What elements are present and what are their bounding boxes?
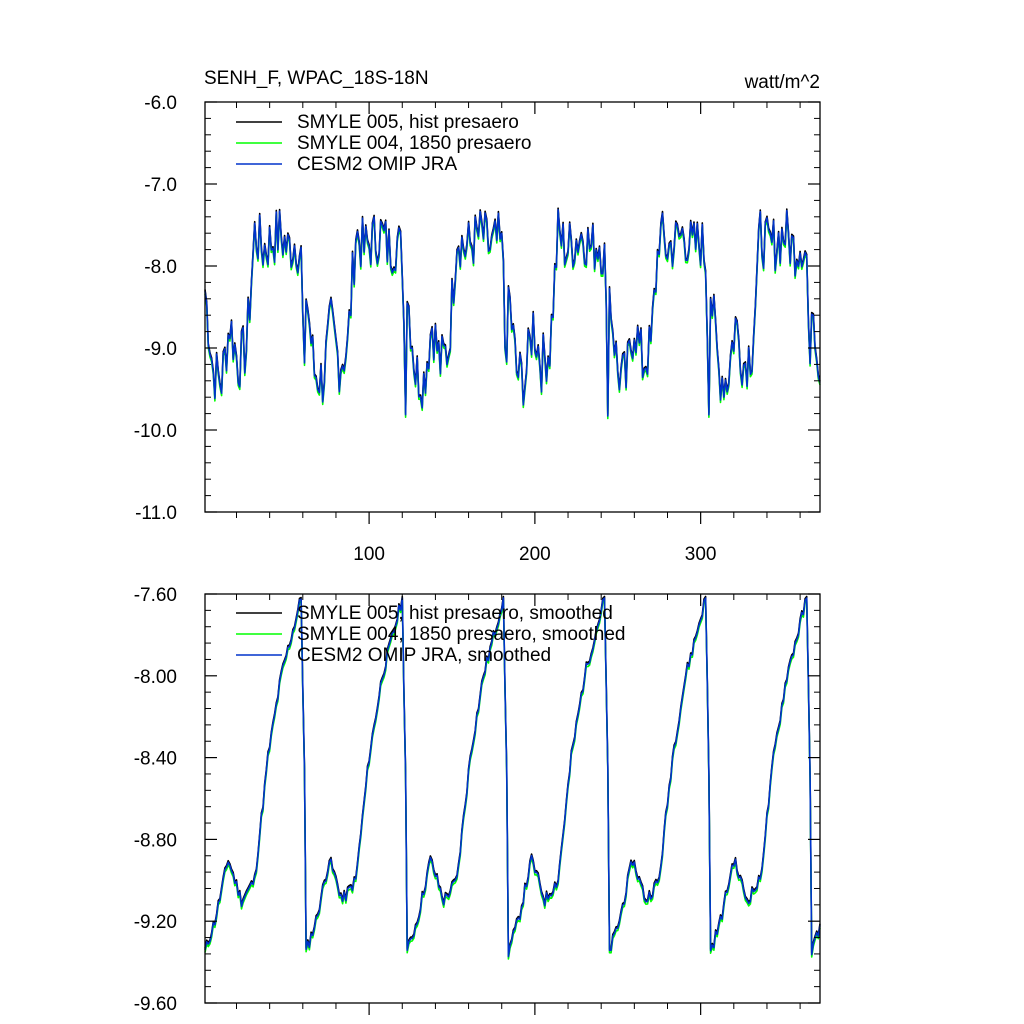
top-y-tick-label: -9.0 xyxy=(144,339,177,360)
bottom-legend-label-hist: SMYLE 005, hist presaero, smoothed xyxy=(297,603,613,624)
bottom-panel: -9.60 -9.20 -8.80 -8.40 -8.00 -7.60 SMYLE 005… xyxy=(134,585,821,1015)
top-series-line-2 xyxy=(204,209,821,417)
bottom-y-tick-label: -8.40 xyxy=(134,749,177,770)
top-legend: SMYLE 005, hist presaero SMYLE 004, 1850… xyxy=(236,112,532,175)
top-series-group xyxy=(204,207,821,420)
bottom-y-tick-label: -8.80 xyxy=(134,830,177,851)
top-y-tick-label: -7.0 xyxy=(144,175,177,196)
bottom-series-line-2 xyxy=(204,597,821,958)
bottom-y-tick-label: -7.60 xyxy=(134,585,177,606)
top-x-tick-label: 200 xyxy=(519,544,551,565)
top-axes: -11.0 -10.0 -9.0 -8.0 -7.0 -6.0 100 200 300 xyxy=(134,93,821,565)
top-x-tick-label: 100 xyxy=(353,544,385,565)
top-panel: SENH_F, WPAC_18S-18N watt/m^2 -11.0 -10.0… xyxy=(134,68,821,565)
top-legend-label-hist: SMYLE 005, hist presaero xyxy=(297,112,519,133)
top-y-tick-label: -6.0 xyxy=(144,93,177,114)
top-y-tick-label: -10.0 xyxy=(134,421,177,442)
top-y-tick-label: -11.0 xyxy=(135,503,177,524)
top-y-tick-label: -8.0 xyxy=(144,257,177,278)
bottom-y-tick-label: -9.20 xyxy=(134,912,177,933)
bottom-y-tick-label: -8.00 xyxy=(134,667,177,688)
bottom-legend-label-1850: SMYLE 004, 1850 presaero, smoothed xyxy=(297,624,625,645)
top-series-line-0 xyxy=(204,207,821,416)
top-chart-title: SENH_F, WPAC_18S-18N xyxy=(204,68,429,89)
bottom-y-tick-label: -9.60 xyxy=(134,994,177,1015)
bottom-plot-frame xyxy=(204,593,821,1004)
top-plot-frame xyxy=(204,101,821,513)
bottom-series-group xyxy=(204,595,821,960)
bottom-legend: SMYLE 005, hist presaero, smoothed SMYLE… xyxy=(236,603,625,666)
bottom-legend-label-omip: CESM2 OMIP JRA, smoothed xyxy=(297,645,551,666)
bottom-axes: -9.60 -9.20 -8.80 -8.40 -8.00 -7.60 xyxy=(134,585,821,1015)
top-legend-label-1850: SMYLE 004, 1850 presaero xyxy=(297,133,532,154)
top-legend-label-omip: CESM2 OMIP JRA xyxy=(297,154,457,175)
top-chart-units: watt/m^2 xyxy=(744,72,820,93)
top-x-tick-label: 300 xyxy=(685,544,717,565)
